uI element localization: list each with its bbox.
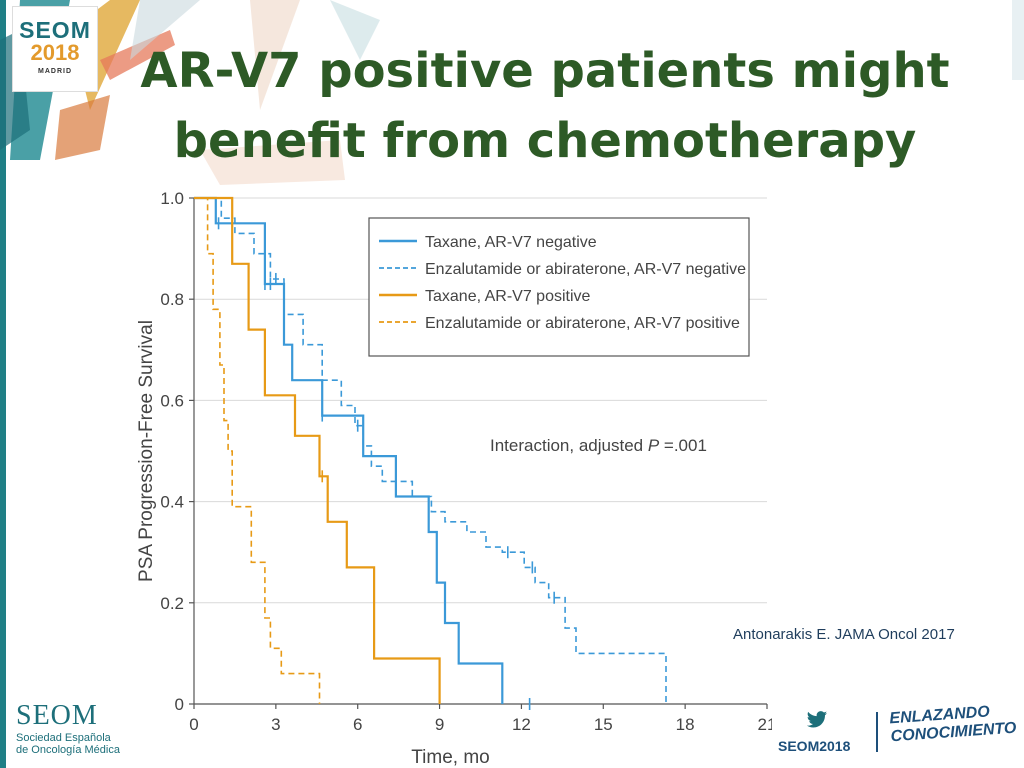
legend-label-4: Enzalutamide or abiraterone, AR-V7 posit…	[425, 315, 740, 332]
seom-2018-logo: SEOM 2018 MADRID	[12, 6, 98, 92]
x-tick-label: 21	[758, 715, 772, 734]
footer-org-line-2: de Oncología Médica	[16, 744, 120, 756]
series-line-2	[194, 197, 667, 704]
legend-label-2: Enzalutamide or abiraterone, AR-V7 negat…	[425, 261, 746, 278]
legend-label-1: Taxane, AR-V7 negative	[425, 234, 597, 251]
series-line-3	[194, 196, 441, 704]
x-tick-label: 9	[435, 715, 444, 734]
logo-city: MADRID	[38, 68, 72, 75]
title-line-2: benefit from chemotherapy	[173, 113, 917, 169]
x-axis-title: Time, mo	[411, 747, 489, 768]
slogan: ENLAZANDO CONOCIMIENTO	[889, 702, 1017, 747]
y-axis-title: PSA Progression-Free Survival	[136, 320, 157, 582]
right-accent-bar	[1012, 0, 1024, 80]
slide-title: AR-V7 positive patients might benefit fr…	[120, 36, 970, 176]
annotation: Interaction, adjusted P =.001	[490, 436, 707, 455]
x-tick-label: 15	[594, 715, 613, 734]
series-line-4	[194, 197, 321, 704]
logo-name: SEOM	[19, 17, 91, 43]
y-tick-label: 0.4	[160, 493, 184, 512]
y-tick-label: 1.0	[160, 189, 184, 208]
citation: Antonarakis E. JAMA Oncol 2017	[733, 626, 955, 643]
hashtag: SEOM2018	[778, 738, 851, 754]
y-tick-label: 0.6	[160, 391, 184, 410]
x-tick-label: 18	[676, 715, 695, 734]
x-tick-label: 0	[189, 715, 198, 734]
twitter-icon	[806, 710, 828, 730]
footer-org-line-1: Sociedad Española	[16, 732, 111, 744]
title-line-1: AR-V7 positive patients might	[140, 43, 950, 99]
x-tick-label: 3	[271, 715, 280, 734]
km-chart: 0 0.2 0.4 0.6 0.8 1.0 0 3 6 9 12 15 18 21 Time, mo PSA …	[136, 189, 772, 768]
legend-label-3: Taxane, AR-V7 positive	[425, 288, 591, 305]
x-tick-label: 12	[512, 715, 531, 734]
footer-divider	[876, 712, 878, 752]
km-figure: 0 0.2 0.4 0.6 0.8 1.0 0 3 6 9 12 15 18 21 Time, mo PSA …	[132, 185, 772, 768]
x-tick-label: 6	[353, 715, 362, 734]
y-tick-label: 0.2	[160, 594, 184, 613]
footer-org-name: SEOM	[16, 700, 98, 731]
seom-footer-logo: SEOM Sociedad Española de Oncología Médi…	[16, 700, 120, 756]
left-accent-bar	[0, 0, 6, 768]
legend-box	[368, 217, 750, 357]
y-tick-label: 0	[175, 695, 184, 714]
logo-year: 2018	[30, 40, 80, 65]
y-tick-label: 0.8	[160, 290, 184, 309]
